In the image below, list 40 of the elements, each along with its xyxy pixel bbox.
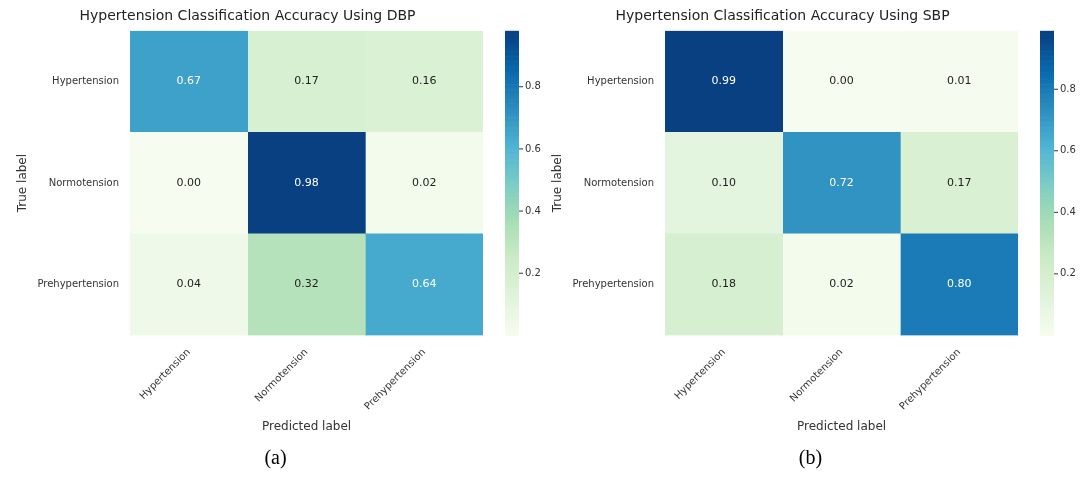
color-bar-label: 0.6 (1060, 144, 1076, 156)
chart-title: Hypertension Classification Accuracy Using DBP (79, 7, 416, 24)
data-label: 0.67 (176, 74, 202, 88)
data-label: 0.64 (411, 277, 437, 291)
y-tick-label: Prehypertension (572, 278, 655, 290)
data-label: 0.16 (411, 74, 437, 88)
y-tick-label: Hypertension (587, 75, 655, 87)
color-bar-label: 0.4 (525, 204, 541, 216)
data-label: 0.32 (294, 277, 319, 291)
color-bar-label: 0.4 (1060, 205, 1076, 217)
data-label: 0.72 (829, 175, 854, 189)
chart-title: Hypertension Classification Accuracy Using SBP (615, 7, 950, 24)
y-tick-label: Hypertension (52, 75, 120, 87)
y-tick-label: Prehypertension (37, 278, 120, 290)
data-label: 0.02 (829, 277, 854, 291)
color-bar-label: 0.8 (1060, 82, 1076, 94)
text: (a) (263, 446, 288, 469)
data-label: 0.17 (294, 74, 319, 88)
x-axis-title: Predicted label (796, 418, 887, 433)
data-label: 0.10 (711, 175, 737, 189)
color-bar-label: 0.6 (525, 142, 541, 154)
x-axis-title: Predicted label (261, 418, 352, 433)
y-tick-label: Normotension (48, 176, 120, 188)
data-label: 0.04 (176, 277, 202, 291)
data-label: 0.00 (829, 74, 854, 88)
data-label: 0.99 (711, 74, 737, 88)
data-label: 0.98 (294, 175, 319, 189)
y-tick-label: Normotension (583, 176, 655, 188)
color-bar-label: 0.2 (525, 266, 541, 278)
color-bar-label: 0.2 (1060, 267, 1076, 279)
data-label: 0.80 (946, 277, 972, 291)
data-label: 0.00 (176, 175, 202, 189)
data-label: 0.02 (411, 175, 437, 189)
data-label: 0.01 (946, 74, 972, 88)
text: (b) (797, 446, 824, 469)
color-bar-label: 0.8 (525, 80, 541, 92)
y-axis-title: True label (15, 153, 30, 214)
y-axis-title: True label (550, 153, 565, 214)
data-label: 0.17 (946, 175, 972, 189)
data-label: 0.18 (711, 277, 737, 291)
